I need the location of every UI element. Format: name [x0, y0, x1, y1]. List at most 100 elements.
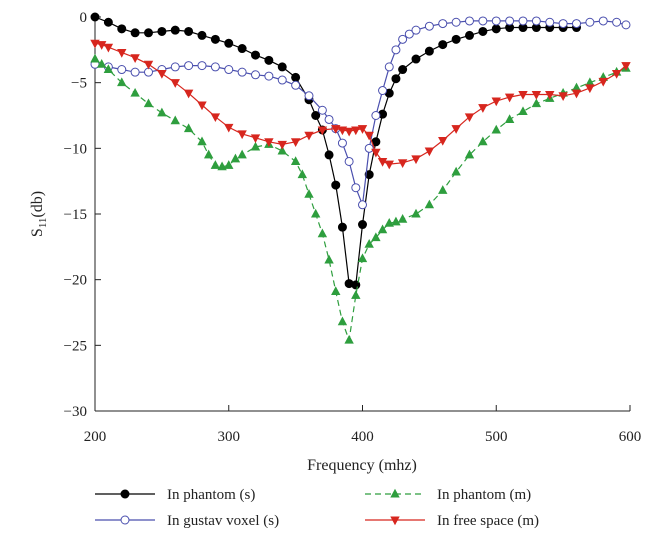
series-in-phantom-m — [90, 53, 631, 344]
data-point-in-phantom-s — [184, 26, 194, 36]
data-point-in-free-space-m — [250, 134, 261, 144]
data-point-in-free-space-m — [377, 157, 388, 167]
data-point-in-phantom-m — [451, 166, 461, 176]
data-point-in-phantom-m — [518, 106, 528, 116]
data-point-in-free-space-m — [183, 89, 194, 99]
data-point-in-phantom-s — [157, 26, 167, 36]
series-in-free-space-m — [90, 39, 631, 170]
data-point-in-phantom-m — [371, 232, 381, 242]
data-point-in-phantom-m — [197, 136, 207, 146]
data-point-in-phantom-s — [478, 26, 488, 36]
data-point-in-phantom-m — [130, 87, 140, 97]
data-point-in-free-space-m — [157, 69, 167, 79]
data-point-in-phantom-m — [391, 216, 401, 226]
data-point-in-free-space-m — [491, 97, 501, 107]
data-point-in-free-space-m — [411, 155, 421, 165]
data-point-in-gustav-voxel-s — [117, 65, 127, 75]
data-point-in-phantom-m — [478, 136, 488, 146]
data-point-in-phantom-s — [90, 12, 100, 22]
data-point-in-phantom-s — [210, 34, 220, 44]
data-point-in-gustav-voxel-s — [424, 21, 434, 31]
data-point-in-free-space-m — [504, 93, 515, 103]
legend-item-in-free-space-m: In free space (m) — [365, 513, 539, 529]
series-line-in-free-space-m — [94, 42, 627, 165]
x-ticks: 200 300 400 500 600 — [84, 405, 641, 445]
y-axis-title: S11(db) — [29, 191, 49, 237]
legend-label-in-gustav-voxel-s: In gustav voxel (s) — [167, 513, 279, 529]
data-point-in-phantom-m — [531, 98, 542, 108]
data-point-in-phantom-m — [464, 149, 475, 159]
data-point-in-phantom-s — [311, 111, 321, 120]
data-point-in-phantom-s — [103, 17, 113, 27]
y-axis-title-subscript: 11 — [37, 218, 49, 229]
legend-label-in-phantom-m: In phantom (m) — [437, 487, 531, 503]
data-point-in-phantom-m — [183, 123, 194, 133]
data-point-in-phantom-m — [397, 214, 408, 223]
data-point-in-phantom-s — [144, 28, 153, 38]
data-point-in-phantom-m — [297, 169, 308, 179]
data-point-in-phantom-m — [103, 64, 114, 74]
y-tick-label: −20 — [64, 273, 87, 289]
data-point-in-gustav-voxel-s — [451, 17, 461, 27]
data-point-in-phantom-m — [290, 156, 301, 165]
data-point-in-gustav-voxel-s — [130, 67, 140, 77]
legend-item-in-phantom-s: In phantom (s) — [95, 487, 255, 503]
y-ticks: 0 −5 −10 −15 −20 −25 −30 — [64, 10, 101, 420]
x-tick-label: 200 — [84, 429, 107, 445]
y-axis-title-suffix: (db) — [29, 191, 46, 218]
data-point-in-phantom-m — [250, 141, 261, 151]
data-point-in-gustav-voxel-s — [545, 17, 555, 27]
data-point-in-phantom-m — [344, 334, 354, 344]
data-point-in-phantom-m — [438, 185, 448, 194]
series-line-in-gustav-voxel-s — [94, 20, 627, 206]
data-point-in-phantom-m — [304, 189, 314, 198]
data-point-in-phantom-s — [424, 46, 434, 56]
data-point-in-free-space-m — [545, 90, 555, 100]
data-point-in-gustav-voxel-s — [572, 19, 581, 29]
data-point-in-phantom-m — [331, 286, 341, 295]
data-point-in-phantom-m — [411, 208, 421, 218]
data-point-in-phantom-m — [224, 160, 234, 169]
data-point-in-gustav-voxel-s — [170, 62, 180, 72]
data-point-in-free-space-m — [170, 79, 180, 88]
data-point-in-free-space-m — [438, 136, 448, 146]
data-point-in-gustav-voxel-s — [237, 67, 247, 77]
data-point-in-phantom-m — [384, 217, 394, 227]
data-point-in-phantom-m — [504, 114, 515, 123]
data-point-in-gustav-voxel-s — [598, 16, 608, 26]
data-point-in-phantom-s — [465, 30, 474, 40]
data-point-in-gustav-voxel-s — [344, 156, 354, 166]
x-tick-label: 400 — [351, 429, 374, 445]
x-axis-title: Frequency (mhz) — [307, 457, 417, 474]
data-point-in-phantom-m — [96, 59, 107, 68]
data-point-in-free-space-m — [143, 60, 154, 70]
data-point-in-phantom-m — [351, 290, 361, 299]
legend-marker-in-phantom-m — [390, 488, 400, 498]
data-point-in-gustav-voxel-s — [210, 62, 220, 72]
data-point-in-free-space-m — [478, 104, 488, 113]
data-point-in-phantom-s — [130, 28, 140, 38]
data-point-in-gustav-voxel-s — [518, 16, 528, 26]
data-point-in-phantom-s — [251, 50, 260, 60]
data-point-in-phantom-m — [170, 115, 180, 125]
data-point-in-gustav-voxel-s — [465, 16, 474, 26]
data-point-in-phantom-s — [170, 25, 180, 35]
data-point-in-gustav-voxel-s — [478, 16, 488, 26]
data-point-in-phantom-s — [291, 72, 301, 82]
data-point-in-phantom-m — [310, 208, 321, 218]
data-point-in-gustav-voxel-s — [391, 45, 401, 55]
data-point-in-free-space-m — [317, 126, 328, 136]
data-point-in-free-space-m — [304, 131, 314, 141]
legend-marker-in-free-space-m — [390, 516, 400, 526]
data-point-in-gustav-voxel-s — [404, 29, 414, 39]
legend-item-in-gustav-voxel-s: In gustav voxel (s) — [95, 513, 279, 529]
data-point-in-gustav-voxel-s — [378, 86, 388, 96]
data-point-in-free-space-m — [264, 138, 274, 147]
data-point-in-gustav-voxel-s — [358, 200, 367, 210]
data-point-in-free-space-m — [103, 43, 114, 53]
legend: In phantom (s) In gustav voxel (s) In phan… — [95, 487, 539, 529]
data-point-in-phantom-m — [277, 145, 287, 155]
legend-label-in-free-space-m: In free space (m) — [437, 513, 539, 529]
data-point-in-gustav-voxel-s — [505, 16, 515, 26]
